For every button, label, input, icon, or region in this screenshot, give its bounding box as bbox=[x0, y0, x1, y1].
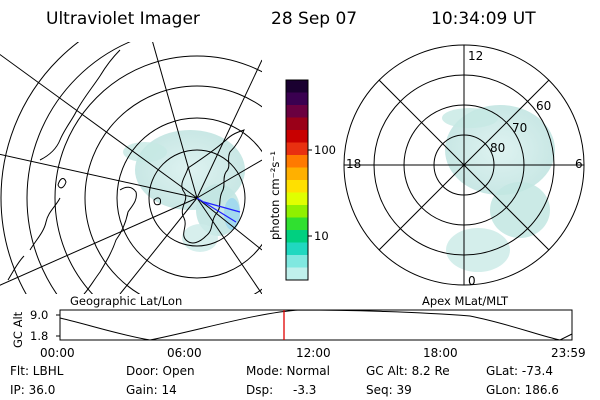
time-tick-1800: 18:00 bbox=[423, 346, 458, 360]
info-mode: Mode: Normal bbox=[246, 364, 330, 378]
colorbar: 100 10 photon cm⁻²s⁻¹ bbox=[268, 79, 336, 281]
colorbar-unit-label: photon cm⁻²s⁻¹ bbox=[268, 151, 282, 240]
altitude-frame bbox=[59, 309, 573, 341]
longitude-lines bbox=[0, 42, 262, 294]
info-seq: Seq: 39 bbox=[366, 383, 412, 397]
coastlines bbox=[7, 49, 245, 294]
info-dsp-value: -3.3 bbox=[293, 383, 316, 397]
info-glat: GLat: -73.4 bbox=[486, 364, 553, 378]
colorbar-swatch bbox=[286, 192, 308, 206]
colorbar-swatch bbox=[286, 117, 308, 131]
apex-caption: Apex MLat/MLT bbox=[422, 294, 509, 308]
colorbar-tick-10: 10 bbox=[314, 229, 329, 243]
mlat-label-80: 80 bbox=[490, 141, 505, 155]
info-door: Door: Open bbox=[126, 364, 195, 378]
colorbar-swatch bbox=[286, 217, 308, 231]
colorbar-swatch bbox=[286, 130, 308, 143]
colorbar-swatch bbox=[286, 155, 308, 168]
mlat-label-60: 60 bbox=[536, 99, 551, 113]
colorbar-swatch bbox=[286, 180, 308, 193]
altitude-plot: GC Alt 9.0 1.8 00:00 06:00 12:00 18:00 2… bbox=[11, 308, 586, 360]
colorbar-swatch bbox=[286, 92, 308, 106]
geographic-map bbox=[0, 42, 262, 294]
colorbar-swatch bbox=[286, 255, 308, 268]
colorbar-swatch bbox=[286, 230, 308, 243]
mlat-label-70: 70 bbox=[512, 121, 527, 135]
colorbar-swatch bbox=[286, 142, 308, 156]
info-block: Flt: LBHL IP: 36.0 Door: Open Gain: 14 M… bbox=[10, 364, 559, 397]
header-time: 10:34:09 UT bbox=[431, 9, 536, 29]
time-tick-0000: 00:00 bbox=[40, 346, 75, 360]
colorbar-swatch bbox=[286, 105, 308, 118]
info-dsp: Dsp: bbox=[246, 383, 273, 397]
info-gain: Gain: 14 bbox=[126, 383, 177, 397]
altitude-ytick-high: 9.0 bbox=[30, 308, 48, 322]
info-glon: GLon: 186.6 bbox=[486, 383, 559, 397]
colorbar-gradient bbox=[286, 80, 308, 281]
colorbar-swatch bbox=[286, 167, 308, 181]
altitude-curve bbox=[59, 309, 573, 341]
altitude-ylabel: GC Alt bbox=[11, 311, 25, 348]
instrument-title: Ultraviolet Imager bbox=[46, 9, 200, 29]
mlt-label-18: 18 bbox=[346, 157, 361, 171]
mlt-label-6: 6 bbox=[575, 157, 583, 171]
colorbar-swatch bbox=[286, 242, 308, 256]
colorbar-tick-100: 100 bbox=[314, 143, 336, 157]
geographic-caption: Geographic Lat/Lon bbox=[70, 294, 182, 308]
time-tick-0600: 06:00 bbox=[167, 346, 202, 360]
info-gc-alt: GC Alt: 8.2 Re bbox=[366, 364, 450, 378]
mlt-label-0: 0 bbox=[468, 274, 476, 288]
time-tick-1200: 12:00 bbox=[296, 346, 331, 360]
latitude-circles bbox=[0, 42, 262, 294]
polar-plot: 12 18 6 0 60 70 80 bbox=[343, 44, 585, 288]
info-filter: Flt: LBHL bbox=[10, 364, 64, 378]
colorbar-swatch bbox=[286, 80, 308, 93]
terminator-lines bbox=[196, 197, 241, 223]
header-date: 28 Sep 07 bbox=[271, 9, 357, 29]
colorbar-swatch bbox=[286, 205, 308, 218]
info-ip: IP: 36.0 bbox=[10, 383, 55, 397]
colorbar-swatch bbox=[286, 267, 308, 281]
time-tick-2359: 23:59 bbox=[551, 346, 586, 360]
mlt-label-12: 12 bbox=[468, 49, 483, 63]
altitude-ytick-low: 1.8 bbox=[30, 329, 48, 343]
